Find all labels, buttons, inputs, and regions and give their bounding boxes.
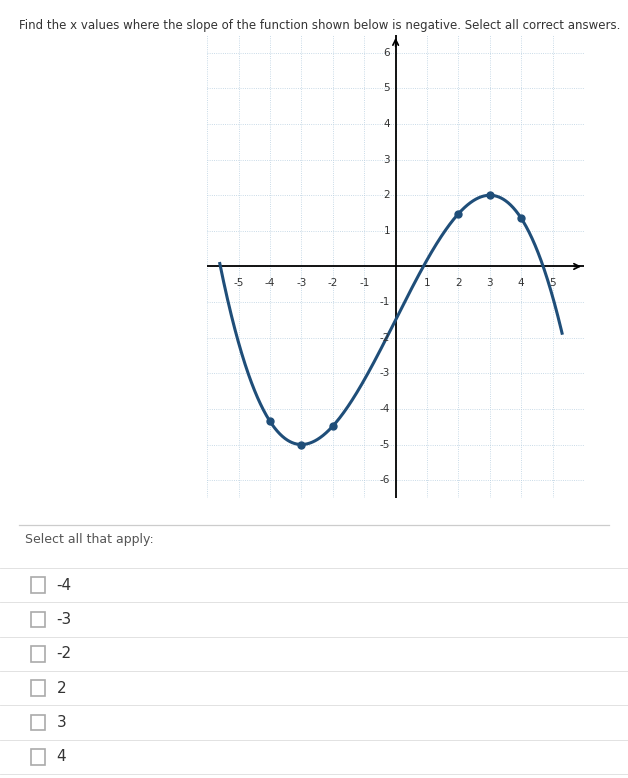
Text: -4: -4 — [265, 278, 275, 288]
Text: -3: -3 — [57, 612, 72, 627]
Text: -4: -4 — [57, 577, 72, 593]
Text: 4: 4 — [383, 119, 390, 129]
Text: 1: 1 — [383, 226, 390, 236]
Text: 2: 2 — [57, 681, 66, 696]
Text: Find the x values where the slope of the function shown below is negative. Selec: Find the x values where the slope of the… — [19, 19, 620, 33]
Text: 6: 6 — [383, 47, 390, 58]
Text: 5: 5 — [550, 278, 556, 288]
Text: -2: -2 — [379, 333, 390, 342]
Text: 3: 3 — [487, 278, 493, 288]
Text: Select all that apply:: Select all that apply: — [25, 533, 154, 546]
Text: -3: -3 — [296, 278, 306, 288]
Text: -1: -1 — [359, 278, 369, 288]
Text: -4: -4 — [379, 404, 390, 414]
Text: -6: -6 — [379, 475, 390, 485]
Text: -5: -5 — [234, 278, 244, 288]
Text: 3: 3 — [383, 155, 390, 165]
Text: 1: 1 — [424, 278, 430, 288]
Text: 2: 2 — [455, 278, 462, 288]
Text: 2: 2 — [383, 191, 390, 200]
Text: -5: -5 — [379, 440, 390, 450]
Text: 3: 3 — [57, 715, 67, 730]
Text: -2: -2 — [328, 278, 338, 288]
Text: -2: -2 — [57, 647, 72, 661]
Text: -1: -1 — [379, 297, 390, 307]
Text: 4: 4 — [57, 749, 66, 765]
Text: 4: 4 — [518, 278, 524, 288]
Text: -3: -3 — [379, 368, 390, 378]
Text: 5: 5 — [383, 83, 390, 93]
